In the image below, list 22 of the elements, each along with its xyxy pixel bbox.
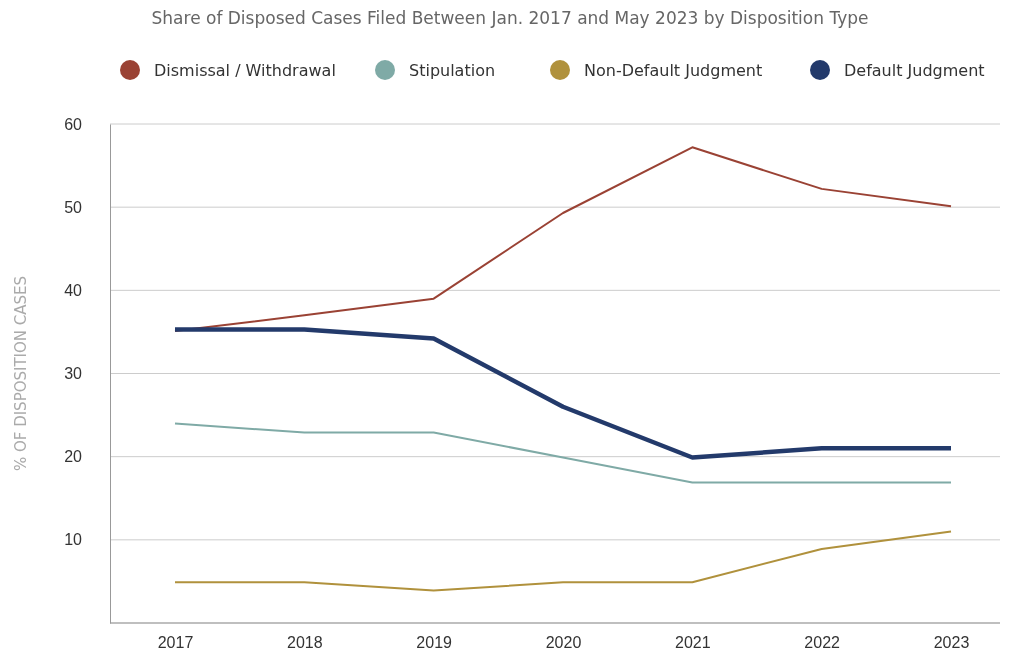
x-tick-label: 2018 (287, 634, 323, 652)
y-axis-title: % OF DISPOSITION CASES (12, 275, 30, 472)
x-tick-label: 2021 (675, 634, 711, 652)
y-tick-label: 20 (64, 448, 83, 466)
x-tick-label: 2020 (545, 634, 582, 652)
x-tick-label: 2017 (157, 634, 194, 652)
x-tick-label: 2022 (804, 634, 841, 652)
x-tick-label: 2023 (933, 634, 970, 652)
y-tick-label: 50 (64, 198, 83, 216)
legend-label: Default Judgment (844, 61, 985, 80)
legend-label: Dismissal / Withdrawal (154, 61, 336, 80)
y-tick-label: 60 (64, 115, 83, 133)
chart-title: Share of Disposed Cases Filed Between Jan. 2017 and May 2023 by Disposition Type (151, 8, 869, 28)
x-tick-label: 2019 (416, 634, 453, 652)
legend-label: Stipulation (409, 61, 496, 80)
y-tick-label: 40 (64, 281, 83, 299)
y-tick-label: 30 (64, 365, 83, 383)
y-tick-label: 10 (64, 531, 83, 549)
line-series (172, 327, 954, 460)
line-series (174, 530, 952, 592)
line-series (174, 422, 952, 484)
legend-label: Non-Default Judgment (584, 61, 763, 80)
